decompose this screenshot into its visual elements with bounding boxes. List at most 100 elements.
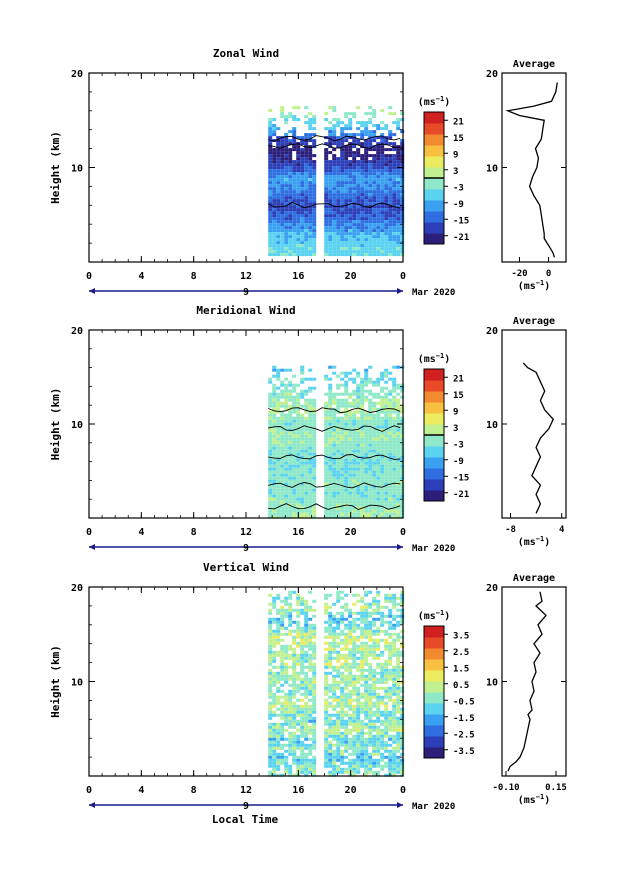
heatmap-cell xyxy=(400,590,405,594)
heatmap-cell xyxy=(328,695,333,699)
heatmap-cell xyxy=(300,638,305,642)
heatmap-cell xyxy=(336,208,341,212)
heatmap-cell xyxy=(380,428,385,432)
heatmap-cell xyxy=(328,464,333,468)
heatmap-cell xyxy=(328,506,333,510)
heatmap-cell xyxy=(384,395,389,399)
day-label: 9 xyxy=(243,543,249,554)
heatmap-cell xyxy=(340,743,345,747)
heatmap-cell xyxy=(340,752,345,756)
heatmap-cell xyxy=(268,689,273,693)
heatmap-cell xyxy=(336,253,341,257)
heatmap-cell xyxy=(364,488,369,492)
heatmap-cell xyxy=(272,758,277,762)
heatmap-cell xyxy=(392,464,397,468)
heatmap-cell xyxy=(352,449,357,453)
heatmap-cell xyxy=(376,452,381,456)
heatmap-cell xyxy=(304,494,309,498)
heatmap-cell xyxy=(352,722,357,726)
heatmap-cell xyxy=(284,404,289,408)
heatmap-cell xyxy=(368,428,373,432)
average-profile-line xyxy=(522,362,554,514)
heatmap-cell xyxy=(380,740,385,744)
heatmap-cell xyxy=(364,380,369,384)
heatmap-cell xyxy=(332,250,337,254)
heatmap-cell xyxy=(364,761,369,765)
heatmap-cell xyxy=(356,476,361,480)
heatmap-cell xyxy=(276,503,281,507)
heatmap-cell xyxy=(364,166,369,170)
colorbar-segment xyxy=(424,747,444,759)
heatmap-cell xyxy=(400,407,405,411)
heatmap-cell xyxy=(324,755,329,759)
heatmap-cell xyxy=(272,752,277,756)
heatmap-cell xyxy=(364,133,369,137)
heatmap-cell xyxy=(276,172,281,176)
heatmap-cell xyxy=(324,692,329,696)
heatmap-cell xyxy=(372,509,377,513)
heatmap-cell xyxy=(384,437,389,441)
heatmap-cell xyxy=(356,374,361,378)
heatmap-cell xyxy=(288,617,293,621)
heatmap-cell xyxy=(304,172,309,176)
heatmap-cell xyxy=(272,680,277,684)
heatmap-cell xyxy=(372,686,377,690)
heatmap-cell xyxy=(376,235,381,239)
heatmap-cell xyxy=(288,512,293,516)
heatmap-cell xyxy=(328,377,333,381)
heatmap-cell xyxy=(384,668,389,672)
heatmap-cell xyxy=(292,638,297,642)
heatmap-cell xyxy=(292,707,297,711)
heatmap-cell xyxy=(400,163,405,167)
heatmap-cell xyxy=(344,638,349,642)
heatmap-cell xyxy=(300,641,305,645)
heatmap-cell xyxy=(380,506,385,510)
heatmap-cell xyxy=(392,500,397,504)
heatmap-cell xyxy=(284,437,289,441)
heatmap-cell xyxy=(312,743,317,747)
heatmap-cell xyxy=(336,187,341,191)
heatmap-cell xyxy=(368,734,373,738)
heatmap-cell xyxy=(272,175,277,179)
heatmap-cell xyxy=(368,719,373,723)
heatmap-cell xyxy=(344,731,349,735)
heatmap-cell xyxy=(344,701,349,705)
heatmap-cell xyxy=(312,467,317,471)
heatmap-cell xyxy=(312,509,317,513)
heatmap-cell xyxy=(376,181,381,185)
heatmap-cell xyxy=(352,443,357,447)
heatmap-cell xyxy=(356,244,361,248)
heatmap-cell xyxy=(364,172,369,176)
heatmap-cell xyxy=(328,749,333,753)
heatmap-cell xyxy=(292,196,297,200)
heatmap-cell xyxy=(288,157,293,161)
heatmap-cell xyxy=(296,629,301,633)
heatmap-cell xyxy=(344,659,349,663)
heatmap-cell xyxy=(272,389,277,393)
heatmap-cell xyxy=(392,596,397,600)
heatmap-cell xyxy=(292,398,297,402)
heatmap-cell xyxy=(348,154,353,158)
heatmap-cell xyxy=(392,470,397,474)
heatmap-cell xyxy=(276,419,281,423)
heatmap-cell xyxy=(324,512,329,516)
heatmap-cell xyxy=(348,169,353,173)
heatmap-cell xyxy=(352,497,357,501)
heatmap-cell xyxy=(344,187,349,191)
heatmap-cell xyxy=(296,599,301,603)
heatmap-cell xyxy=(396,160,401,164)
heatmap-cell xyxy=(372,437,377,441)
heatmap-cell xyxy=(356,500,361,504)
heatmap-cell xyxy=(288,440,293,444)
heatmap-cell xyxy=(380,458,385,462)
heatmap-cell xyxy=(344,677,349,681)
heatmap-cell xyxy=(272,172,277,176)
heatmap-cell xyxy=(388,389,393,393)
heatmap-cell xyxy=(308,608,313,612)
heatmap-cell xyxy=(276,608,281,612)
heatmap-cell xyxy=(308,719,313,723)
heatmap-cell xyxy=(376,662,381,666)
heatmap-cell xyxy=(344,175,349,179)
heatmap-cell xyxy=(360,124,365,128)
heatmap-cell xyxy=(332,491,337,495)
